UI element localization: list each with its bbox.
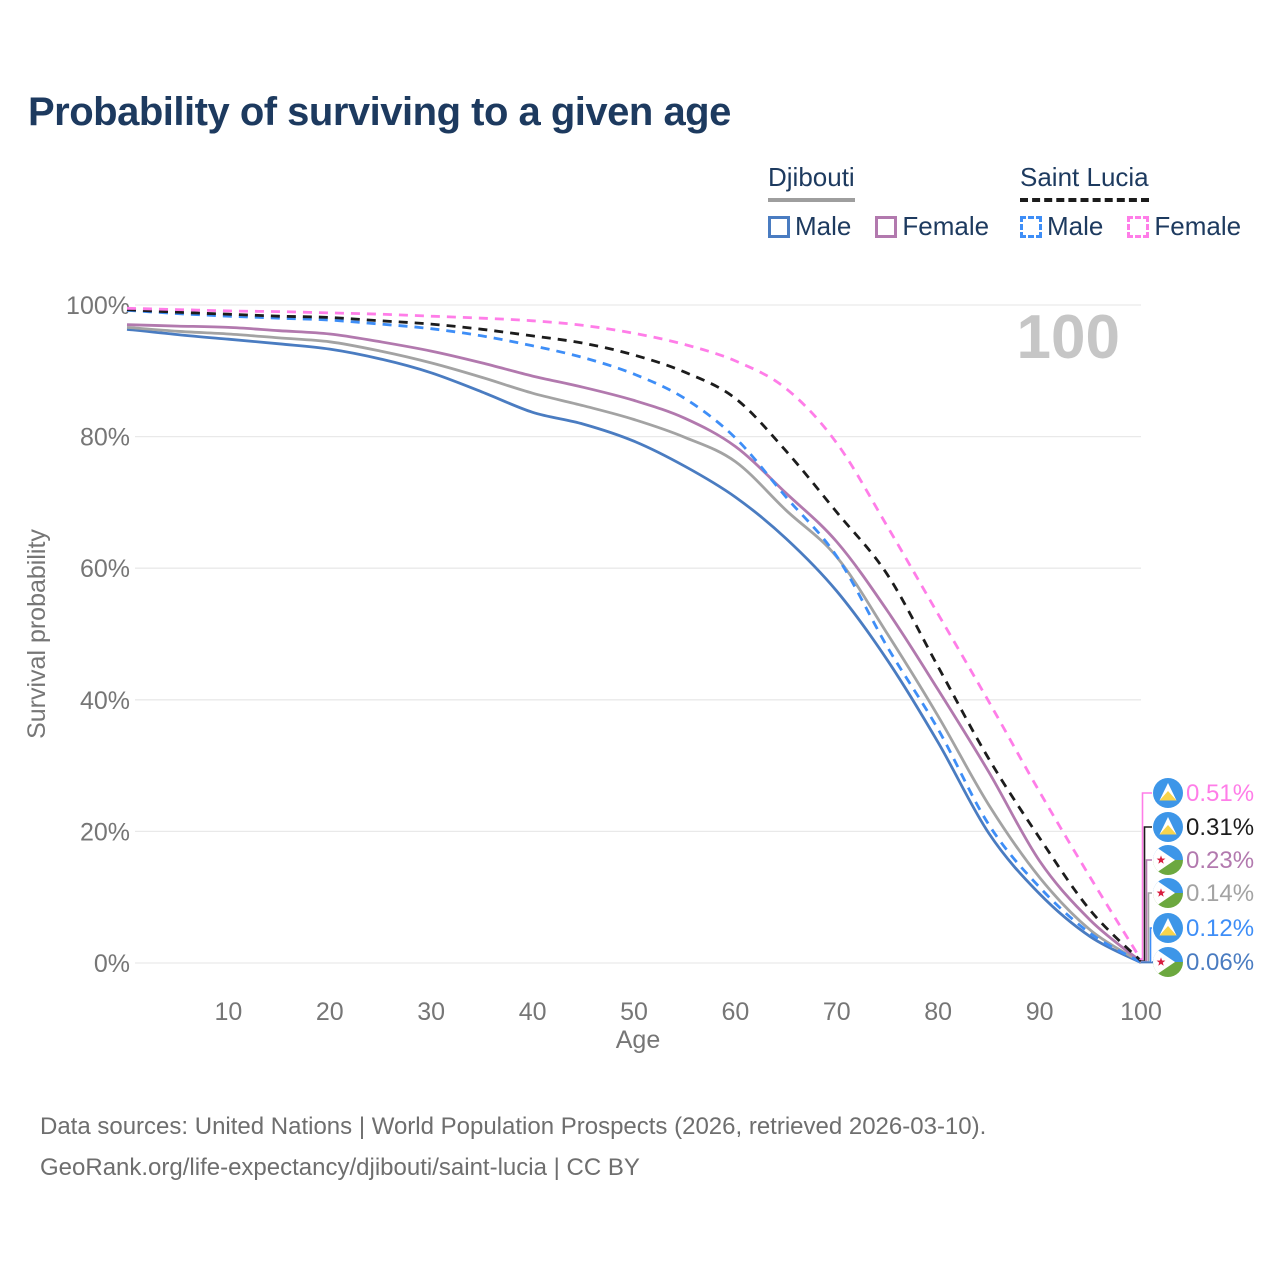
legend-item-djibouti-female[interactable]: Female	[875, 211, 989, 242]
flag-djibouti-icon	[1153, 878, 1183, 908]
x-tick-label: 40	[519, 998, 547, 1026]
saint-lucia-male-swatch-icon	[1020, 215, 1042, 238]
data-sources-line: Data sources: United Nations | World Pop…	[40, 1113, 987, 1140]
legend: Djibouti Male Female Saint Lucia Male	[0, 162, 1280, 242]
djibouti-female-swatch-icon	[875, 215, 898, 238]
x-tick-label: 50	[620, 998, 648, 1026]
curve-djibouti-female[interactable]	[126, 323, 1142, 963]
curve-djibouti[interactable]	[126, 326, 1142, 964]
curve-saint-lucia-female[interactable]	[126, 306, 1143, 961]
y-tick-label: 80%	[80, 424, 130, 452]
y-tick-label: 0%	[94, 950, 130, 978]
curve-saint-lucia-male[interactable]	[126, 308, 1142, 964]
legend-header-djibouti[interactable]: Djibouti	[768, 162, 855, 202]
hover-age-watermark: 100	[1017, 303, 1120, 372]
y-tick-label: 40%	[80, 687, 130, 715]
end-label-saint-lucia-female[interactable]: 0.51%	[1186, 780, 1254, 807]
flag-saint-lucia-icon	[1153, 778, 1183, 808]
flag-saint-lucia-icon	[1153, 913, 1183, 943]
y-axis-title: Survival probability	[23, 529, 51, 739]
x-tick-label: 90	[1026, 998, 1054, 1026]
x-tick-label: 60	[721, 998, 749, 1026]
flag-saint-lucia-icon	[1153, 812, 1183, 842]
legend-item-djibouti-male[interactable]: Male	[768, 211, 851, 242]
y-tick-label: 20%	[80, 818, 130, 846]
x-tick-label: 10	[214, 998, 242, 1026]
end-label-saint-lucia-male[interactable]: 0.12%	[1186, 915, 1254, 942]
y-tick-label: 60%	[80, 555, 130, 583]
legend-item-saint-lucia-male[interactable]: Male	[1020, 211, 1103, 242]
end-label-saint-lucia[interactable]: 0.31%	[1186, 814, 1254, 841]
y-tick-label: 100%	[66, 292, 130, 320]
chart-footer: Data sources: United Nations | World Pop…	[40, 1106, 986, 1188]
end-label-connector-djibouti-male	[1141, 961, 1154, 964]
legend-item-label: Male	[795, 211, 852, 241]
flag-djibouti-icon	[1153, 947, 1183, 977]
page-title: Probability of surviving to a given age	[28, 90, 731, 134]
x-tick-label: 30	[417, 998, 445, 1026]
djibouti-male-swatch-icon	[768, 215, 790, 238]
legend-group-saint-lucia: Saint Lucia Male Female	[1020, 162, 1241, 242]
legend-item-label: Male	[1047, 211, 1104, 241]
curve-saint-lucia[interactable]	[126, 308, 1142, 962]
legend-group-djibouti: Djibouti Male Female	[768, 162, 989, 242]
x-tick-label: 80	[924, 998, 952, 1026]
saint-lucia-female-swatch-icon	[1127, 215, 1150, 238]
end-label-djibouti-male[interactable]: 0.06%	[1186, 949, 1254, 976]
end-label-djibouti[interactable]: 0.14%	[1186, 880, 1254, 907]
x-tick-label: 100	[1120, 998, 1162, 1026]
legend-header-saint-lucia[interactable]: Saint Lucia	[1020, 162, 1149, 202]
end-label-djibouti-female[interactable]: 0.23%	[1186, 847, 1254, 874]
legend-item-label: Female	[902, 211, 990, 241]
x-tick-label: 20	[316, 998, 344, 1026]
x-axis-title: Age	[616, 1026, 660, 1054]
flag-djibouti-icon	[1153, 845, 1183, 875]
x-tick-label: 70	[823, 998, 851, 1026]
curve-djibouti-male[interactable]	[126, 327, 1142, 964]
attribution-line: GeoRank.org/life-expectancy/djibouti/sai…	[40, 1154, 640, 1181]
end-label-connector-saint-lucia-female	[1141, 792, 1152, 961]
legend-item-saint-lucia-female[interactable]: Female	[1127, 211, 1241, 242]
legend-item-label: Female	[1154, 211, 1242, 241]
